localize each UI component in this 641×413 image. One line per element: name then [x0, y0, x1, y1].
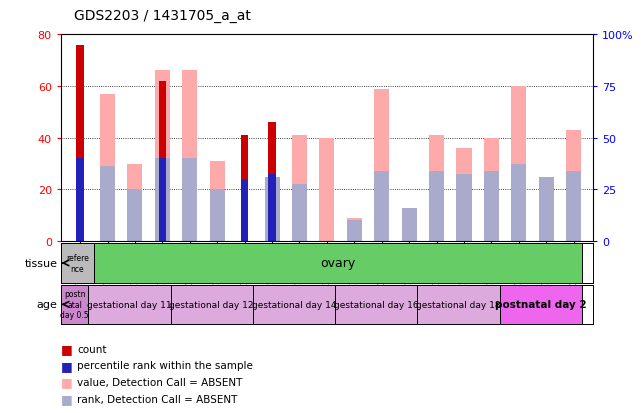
Bar — [88, 285, 171, 324]
Text: count: count — [77, 344, 106, 354]
Bar — [374, 89, 389, 242]
Bar — [484, 172, 499, 242]
Text: ■: ■ — [61, 375, 72, 389]
Bar — [210, 161, 225, 242]
Text: gestational day 11: gestational day 11 — [87, 300, 172, 309]
Bar — [539, 177, 554, 242]
Bar — [128, 190, 142, 242]
Text: postnatal day 2: postnatal day 2 — [495, 299, 587, 310]
Text: value, Detection Call = ABSENT: value, Detection Call = ABSENT — [77, 377, 242, 387]
Bar — [253, 285, 335, 324]
Bar — [292, 185, 307, 242]
Bar — [417, 285, 500, 324]
Bar — [76, 159, 84, 242]
Bar — [402, 218, 417, 242]
Bar — [319, 138, 335, 242]
Bar — [61, 244, 94, 283]
Bar — [429, 136, 444, 242]
Bar — [500, 285, 582, 324]
Bar — [456, 149, 472, 242]
Text: ■: ■ — [61, 392, 72, 405]
Bar — [241, 180, 249, 242]
Text: ovary: ovary — [320, 257, 356, 270]
Text: gestational day 12: gestational day 12 — [169, 300, 254, 309]
Bar — [539, 177, 554, 242]
Bar — [292, 136, 307, 242]
Text: refere
nce: refere nce — [66, 254, 89, 273]
Bar — [374, 172, 389, 242]
Text: percentile rank within the sample: percentile rank within the sample — [77, 361, 253, 370]
Bar — [566, 172, 581, 242]
Bar — [512, 87, 526, 242]
Bar — [429, 172, 444, 242]
Text: gestational day 16: gestational day 16 — [334, 300, 419, 309]
Bar — [128, 164, 142, 242]
Bar — [402, 208, 417, 242]
Bar — [335, 285, 417, 324]
Bar — [566, 131, 581, 242]
Bar — [265, 177, 279, 242]
Bar — [76, 45, 84, 242]
Bar — [100, 167, 115, 242]
Bar — [158, 82, 166, 242]
Bar — [268, 123, 276, 242]
Text: age: age — [37, 299, 58, 310]
Bar — [155, 159, 170, 242]
Bar — [347, 221, 362, 242]
Text: postn
atal
day 0.5: postn atal day 0.5 — [60, 290, 89, 319]
Bar — [100, 95, 115, 242]
Bar — [512, 164, 526, 242]
Bar — [182, 159, 197, 242]
Bar — [158, 159, 166, 242]
Bar — [484, 138, 499, 242]
Bar — [61, 285, 88, 324]
Bar — [456, 174, 472, 242]
Bar — [155, 71, 170, 242]
Text: GDS2203 / 1431705_a_at: GDS2203 / 1431705_a_at — [74, 9, 251, 23]
Text: ■: ■ — [61, 342, 72, 356]
Text: rank, Detection Call = ABSENT: rank, Detection Call = ABSENT — [77, 394, 237, 404]
Text: gestational day 18: gestational day 18 — [416, 300, 501, 309]
Text: gestational day 14: gestational day 14 — [252, 300, 337, 309]
Bar — [182, 71, 197, 242]
Bar — [171, 285, 253, 324]
Text: tissue: tissue — [25, 258, 58, 268]
Bar — [241, 136, 249, 242]
Bar — [268, 174, 276, 242]
Bar — [347, 218, 362, 242]
Bar — [210, 190, 225, 242]
Text: ■: ■ — [61, 359, 72, 372]
